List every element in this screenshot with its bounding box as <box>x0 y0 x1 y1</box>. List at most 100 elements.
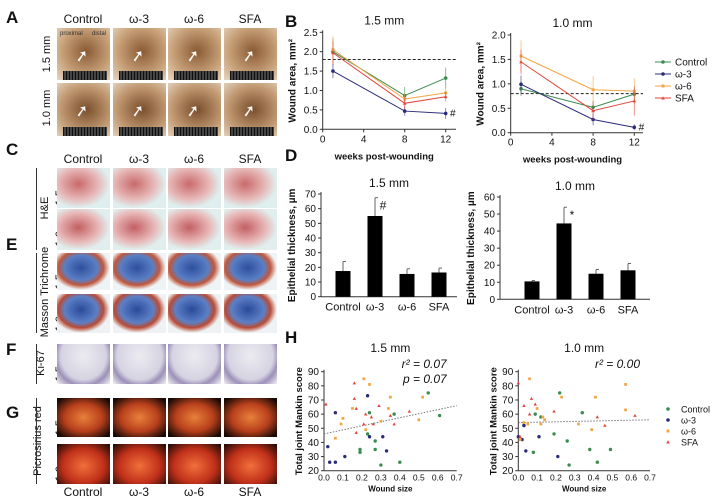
h-legend-label-1: ω-3 <box>681 416 696 426</box>
h-legend-marker-0 <box>666 407 670 411</box>
h2-stat-0: r² = 0.00 <box>595 357 640 371</box>
d1-category-label: Control <box>325 302 360 314</box>
proximal-label: proximal <box>60 31 83 37</box>
h2-point-2 <box>522 421 526 424</box>
d2-y-tick-label: 40 <box>484 227 496 238</box>
h1-x-tick-label: 0.7 <box>451 473 463 483</box>
panel-label-f: F <box>6 340 17 359</box>
h1-point-1 <box>326 444 330 449</box>
he-section-1-0mm-sfa <box>224 209 277 250</box>
h2-y-tick-label: 30 <box>502 452 514 463</box>
h1-point-2 <box>421 395 424 399</box>
ruler <box>119 127 163 136</box>
h2-point-3 <box>529 396 534 400</box>
b1-data-point <box>443 76 448 80</box>
h2-point-0 <box>580 411 584 415</box>
h2-point-2 <box>535 407 539 410</box>
h2-x-tick-label: 0.2 <box>550 473 562 483</box>
h1-point-0 <box>426 391 430 395</box>
h1-point-3 <box>352 396 357 400</box>
h1-trend-line <box>323 405 457 435</box>
masson-section-1-5mm-omega6 <box>168 253 221 290</box>
h1-point-3 <box>352 381 357 385</box>
bracket-line-he <box>36 168 37 250</box>
h2-point-2 <box>594 395 597 399</box>
h1-point-3 <box>371 422 375 426</box>
h2-x-tick-label: 0.7 <box>644 473 656 483</box>
he-section-1-5mm-omega6 <box>168 168 221 208</box>
d2-category-label: ω-6 <box>587 304 605 316</box>
b1-x-tick-label: 8 <box>402 134 408 145</box>
h1-y-tick-label: 60 <box>308 410 320 421</box>
picrosirius-section-1-0mm-sfa <box>224 444 277 484</box>
h1-x-tick-label: 0.6 <box>432 473 444 483</box>
h2-x-tick-label: 0.0 <box>512 473 524 483</box>
b2-x-label: weeks post-wounding <box>522 155 622 166</box>
b2-x-tick-label: 8 <box>590 138 596 149</box>
h1-point-3 <box>369 415 374 419</box>
legend-label-1: ω-3 <box>675 70 692 81</box>
d2-category-label: ω-3 <box>555 304 573 316</box>
d2-category-label: SFA <box>618 304 639 316</box>
h2-point-2 <box>541 415 545 419</box>
h2-point-3 <box>603 423 607 427</box>
panel-label-h: H <box>285 328 298 347</box>
h1-point-1 <box>384 449 389 453</box>
h2-point-0 <box>552 432 556 436</box>
picrosirius-section-1-5mm-omega3 <box>113 398 166 437</box>
h2-y-tick-label: 50 <box>502 424 514 435</box>
h1-point-2 <box>364 428 368 432</box>
b1-data-point <box>443 111 448 116</box>
bracket-line-masson <box>36 253 37 333</box>
col-footer-control-g: Control <box>63 485 103 499</box>
b2-y-label: Wound area, mm² <box>476 41 487 125</box>
d1-y-tick-label: 0 <box>310 292 316 303</box>
he-section-1-5mm-sfa <box>224 168 277 208</box>
gross-photo-1-5mm-control: ➚ <box>57 28 110 80</box>
b2-data-point <box>519 82 523 87</box>
h2-point-3 <box>522 403 526 408</box>
b1-title: 1.5 mm <box>364 13 404 27</box>
h2-point-0 <box>595 460 600 464</box>
panel-label-c: C <box>6 140 19 159</box>
panel-label-d: D <box>285 146 298 165</box>
masson-section-1-0mm-sfa <box>224 294 277 333</box>
legend-marker-0 <box>661 60 665 64</box>
h2-point-2 <box>577 422 580 426</box>
d2-y-tick-label: 50 <box>484 210 496 221</box>
d1-category-label: SFA <box>429 302 450 314</box>
h1-y-tick-label: 50 <box>308 424 320 435</box>
legend-marker-1 <box>661 72 665 76</box>
h-legend-marker-1 <box>666 418 670 422</box>
d1-y-tick-label: 10 <box>305 278 317 289</box>
panel-label-b: B <box>285 12 298 31</box>
b2-y-tick-label: 1.5 <box>492 55 506 66</box>
d2-title: 1.0 mm <box>555 179 595 193</box>
panel-label-g: G <box>6 403 20 422</box>
gross-photo-1-0mm-omega6: ➚ <box>168 83 221 136</box>
d1-significance-mark: # <box>380 199 387 213</box>
h-legend-label-0: Control <box>681 405 710 415</box>
h2-y-tick-label: 20 <box>502 466 514 477</box>
h1-x-tick-label: 0.2 <box>356 473 368 483</box>
b2-x-tick-label: 0 <box>508 138 514 149</box>
b2-x-tick-label: 12 <box>629 138 641 149</box>
b1-significance-mark: # <box>450 108 456 119</box>
he-section-1-0mm-omega6 <box>168 209 221 250</box>
ki67-section-1-5mm-sfa <box>224 344 277 384</box>
b2-x-tick-label: 4 <box>549 138 555 149</box>
h1-point-0 <box>365 432 370 436</box>
h2-point-2 <box>539 422 543 426</box>
gross-photo-1-5mm-omega6: ➚ <box>168 28 221 80</box>
h1-point-2 <box>388 395 392 399</box>
picrosirius-section-1-0mm-omega6 <box>168 444 221 484</box>
d2-bar-1 <box>556 223 572 300</box>
h2-point-0 <box>533 412 537 416</box>
h2-point-0 <box>531 450 536 455</box>
d1-y-tick-label: 50 <box>305 219 317 230</box>
h2-x-tick-label: 0.6 <box>625 473 637 483</box>
masson-section-1-0mm-omega6 <box>168 294 221 333</box>
ki67-section-1-5mm-control <box>57 344 110 384</box>
d1-title: 1.5 mm <box>369 176 409 190</box>
h-legend-marker-3 <box>666 440 670 444</box>
